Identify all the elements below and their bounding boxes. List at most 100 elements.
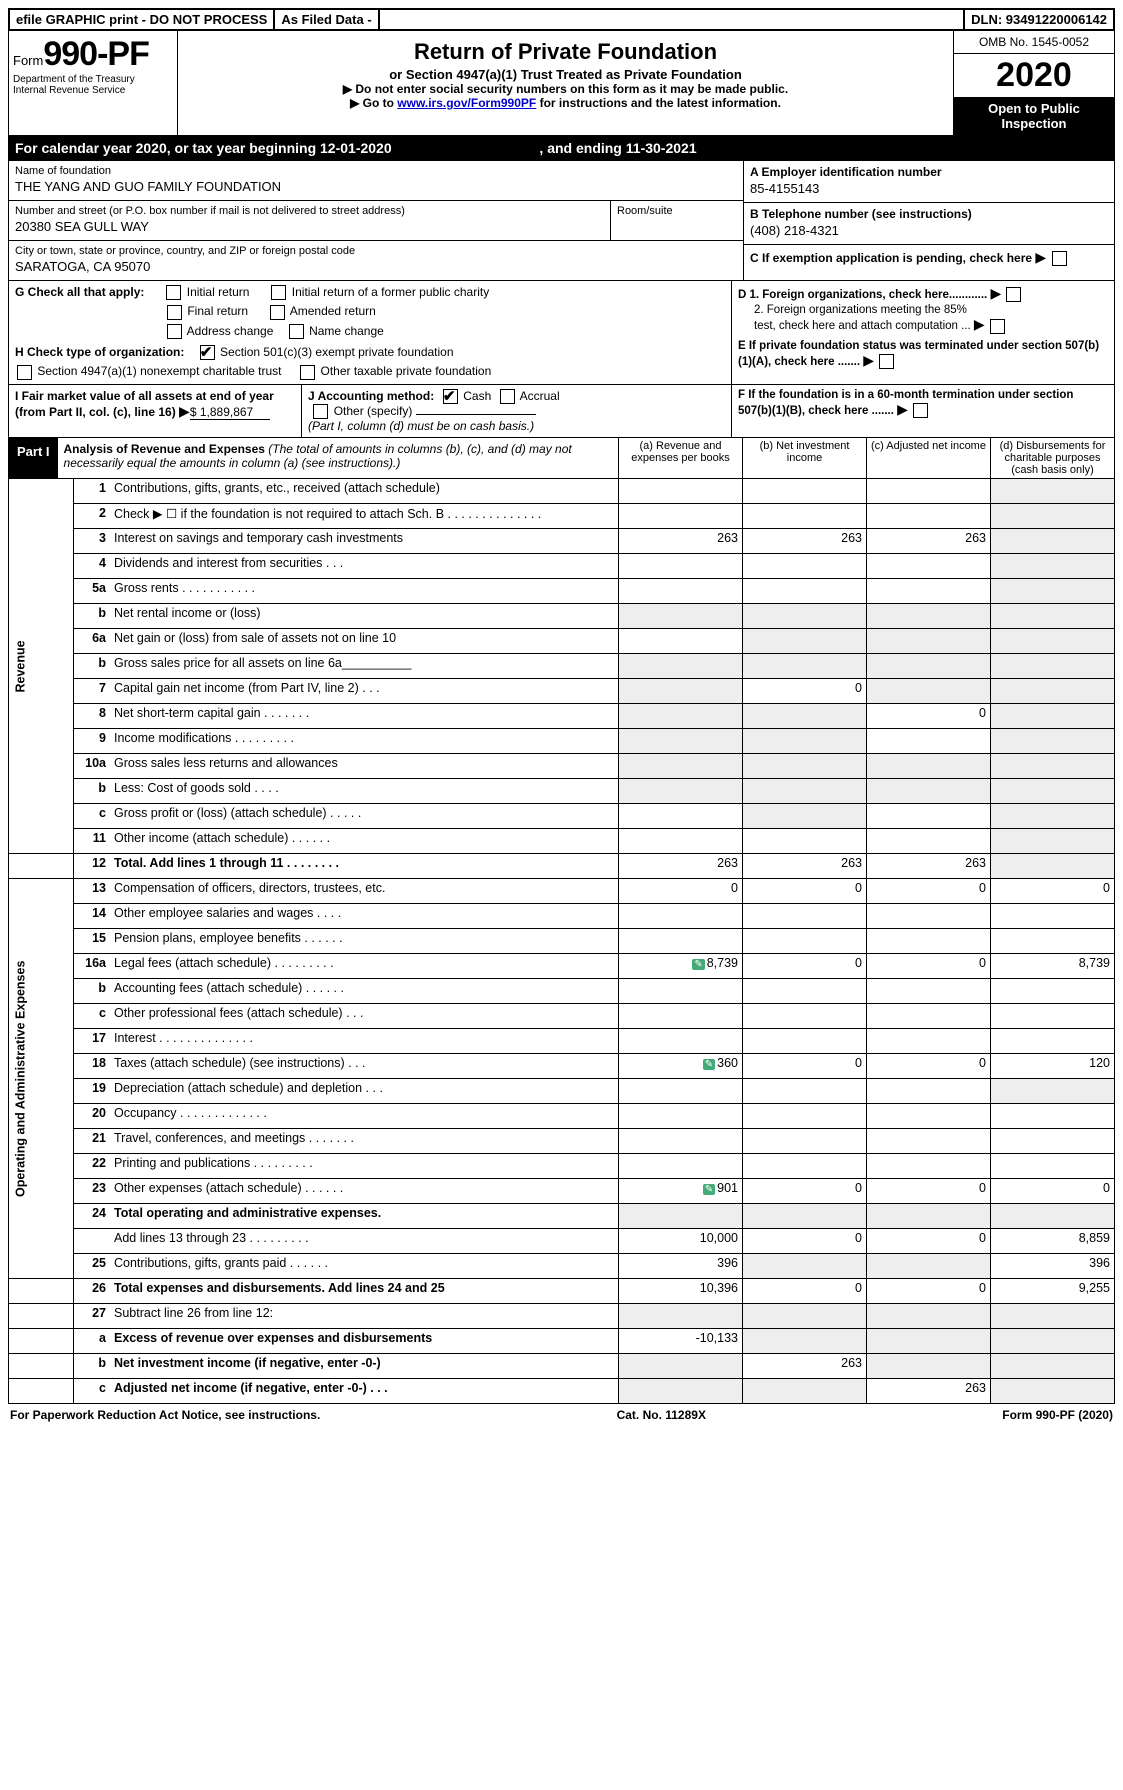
table-row: bLess: Cost of goods sold . . . . xyxy=(9,779,1115,804)
table-row: 24Total operating and administrative exp… xyxy=(9,1204,1115,1229)
form-title: Return of Private Foundation xyxy=(184,39,947,65)
checkbox-other-method[interactable] xyxy=(313,404,328,419)
section-i-j: I Fair market value of all assets at end… xyxy=(8,385,1115,439)
col-d-header: (d) Disbursements for charitable purpose… xyxy=(990,438,1114,478)
table-row: 25Contributions, gifts, grants paid . . … xyxy=(9,1254,1115,1279)
table-row: Add lines 13 through 23 . . . . . . . . … xyxy=(9,1229,1115,1254)
checkbox-f[interactable] xyxy=(913,403,928,418)
table-row: 22Printing and publications . . . . . . … xyxy=(9,1154,1115,1179)
table-row: bGross sales price for all assets on lin… xyxy=(9,654,1115,679)
table-row: Operating and Administrative Expenses 13… xyxy=(9,879,1115,904)
checkbox-other-taxable[interactable] xyxy=(300,365,315,380)
checkbox-initial-former[interactable] xyxy=(271,285,286,300)
attachment-icon[interactable]: ✎ xyxy=(703,1184,715,1195)
attachment-icon[interactable]: ✎ xyxy=(692,959,704,970)
form-prefix: Form xyxy=(13,53,43,68)
checkbox-final-return[interactable] xyxy=(167,305,182,320)
checkbox-accrual[interactable] xyxy=(500,389,515,404)
form-header: Form990-PF Department of the Treasury In… xyxy=(8,31,1115,136)
instr-1: ▶ Do not enter social security numbers o… xyxy=(184,82,947,96)
checkbox-amended[interactable] xyxy=(270,305,285,320)
ein-label: A Employer identification number xyxy=(750,165,1108,179)
checkbox-d2[interactable] xyxy=(990,319,1005,334)
footer-form: Form 990-PF (2020) xyxy=(1002,1408,1113,1422)
city-label: City or town, state or province, country… xyxy=(15,245,737,257)
dept-treasury: Department of the Treasury xyxy=(13,74,173,85)
part1-title: Analysis of Revenue and Expenses xyxy=(64,442,265,456)
irs-link[interactable]: www.irs.gov/Form990PF xyxy=(397,96,536,110)
page-footer: For Paperwork Reduction Act Notice, see … xyxy=(8,1404,1115,1426)
fmv-value: $ 1,889,867 xyxy=(190,405,270,420)
part1-label: Part I xyxy=(9,438,58,478)
table-row: 12Total. Add lines 1 through 11 . . . . … xyxy=(9,854,1115,879)
exemption-pending-label: C If exemption application is pending, c… xyxy=(750,251,1032,265)
table-row: bNet investment income (if negative, ent… xyxy=(9,1354,1115,1379)
part1-table: Revenue 1Contributions, gifts, grants, e… xyxy=(8,479,1115,1404)
col-a-header: (a) Revenue and expenses per books xyxy=(618,438,742,478)
table-row: Revenue 1Contributions, gifts, grants, e… xyxy=(9,479,1115,504)
checkbox-501c3[interactable] xyxy=(200,345,215,360)
form-number: 990-PF xyxy=(43,35,149,73)
g-label: G Check all that apply: xyxy=(15,285,144,299)
checkbox-4947a1[interactable] xyxy=(17,365,32,380)
checkbox-c[interactable] xyxy=(1052,251,1067,266)
j-note: (Part I, column (d) must be on cash basi… xyxy=(308,419,534,433)
e-label: E If private foundation status was termi… xyxy=(738,340,1099,368)
city-state-zip: SARATOGA, CA 95070 xyxy=(15,257,737,276)
street-address: 20380 SEA GULL WAY xyxy=(15,217,604,236)
col-b-header: (b) Net investment income xyxy=(742,438,866,478)
table-row: 8Net short-term capital gain . . . . . .… xyxy=(9,704,1115,729)
table-row: 21Travel, conferences, and meetings . . … xyxy=(9,1129,1115,1154)
checkbox-cash[interactable] xyxy=(443,389,458,404)
phone-value: (408) 218-4321 xyxy=(750,221,1108,240)
table-row: 20Occupancy . . . . . . . . . . . . . xyxy=(9,1104,1115,1129)
top-bar: efile GRAPHIC print - DO NOT PROCESS As … xyxy=(8,8,1115,31)
table-row: 15Pension plans, employee benefits . . .… xyxy=(9,929,1115,954)
section-g-h: G Check all that apply: Initial return I… xyxy=(8,281,1115,385)
table-row: 17Interest . . . . . . . . . . . . . . xyxy=(9,1029,1115,1054)
room-label: Room/suite xyxy=(617,205,737,217)
table-row: 3Interest on savings and temporary cash … xyxy=(9,529,1115,554)
d1-label: D 1. Foreign organizations, check here..… xyxy=(738,289,987,301)
table-row: aExcess of revenue over expenses and dis… xyxy=(9,1329,1115,1354)
attachment-icon[interactable]: ✎ xyxy=(703,1059,715,1070)
part1-header: Part I Analysis of Revenue and Expenses … xyxy=(8,438,1115,479)
as-filed: As Filed Data - xyxy=(275,10,379,29)
table-row: 11Other income (attach schedule) . . . .… xyxy=(9,829,1115,854)
dln: DLN: 93491220006142 xyxy=(965,10,1113,29)
table-row: 7Capital gain net income (from Part IV, … xyxy=(9,679,1115,704)
col-c-header: (c) Adjusted net income xyxy=(866,438,990,478)
open-to-public: Open to Public Inspection xyxy=(954,97,1114,135)
table-row: 5aGross rents . . . . . . . . . . . xyxy=(9,579,1115,604)
table-row: 23Other expenses (attach schedule) . . .… xyxy=(9,1179,1115,1204)
ein-value: 85-4155143 xyxy=(750,179,1108,198)
table-row: 10aGross sales less returns and allowanc… xyxy=(9,754,1115,779)
table-row: 27Subtract line 26 from line 12: xyxy=(9,1304,1115,1329)
omb-number: OMB No. 1545-0052 xyxy=(954,31,1114,54)
table-row: 16aLegal fees (attach schedule) . . . . … xyxy=(9,954,1115,979)
checkbox-e[interactable] xyxy=(879,354,894,369)
table-row: 2Check ▶ ☐ if the foundation is not requ… xyxy=(9,504,1115,529)
table-row: 14Other employee salaries and wages . . … xyxy=(9,904,1115,929)
table-row: 26Total expenses and disbursements. Add … xyxy=(9,1279,1115,1304)
table-row: cOther professional fees (attach schedul… xyxy=(9,1004,1115,1029)
footer-cat-no: Cat. No. 11289X xyxy=(617,1408,706,1422)
checkbox-initial-return[interactable] xyxy=(166,285,181,300)
table-row: 19Depreciation (attach schedule) and dep… xyxy=(9,1079,1115,1104)
table-row: bNet rental income or (loss) xyxy=(9,604,1115,629)
identification-block: Name of foundation THE YANG AND GUO FAMI… xyxy=(8,161,1115,281)
table-row: 18Taxes (attach schedule) (see instructi… xyxy=(9,1054,1115,1079)
irs: Internal Revenue Service xyxy=(13,85,173,96)
name-label: Name of foundation xyxy=(15,165,737,177)
table-row: cGross profit or (loss) (attach schedule… xyxy=(9,804,1115,829)
checkbox-address-change[interactable] xyxy=(167,324,182,339)
checkbox-name-change[interactable] xyxy=(289,324,304,339)
h-label: H Check type of organization: xyxy=(15,345,184,359)
checkbox-d1[interactable] xyxy=(1006,287,1021,302)
expenses-section-label: Operating and Administrative Expenses xyxy=(9,879,74,1279)
phone-label: B Telephone number (see instructions) xyxy=(750,207,1108,221)
table-row: cAdjusted net income (if negative, enter… xyxy=(9,1379,1115,1404)
table-row: 9Income modifications . . . . . . . . . xyxy=(9,729,1115,754)
table-row: bAccounting fees (attach schedule) . . .… xyxy=(9,979,1115,1004)
form-subtitle: or Section 4947(a)(1) Trust Treated as P… xyxy=(184,67,947,82)
